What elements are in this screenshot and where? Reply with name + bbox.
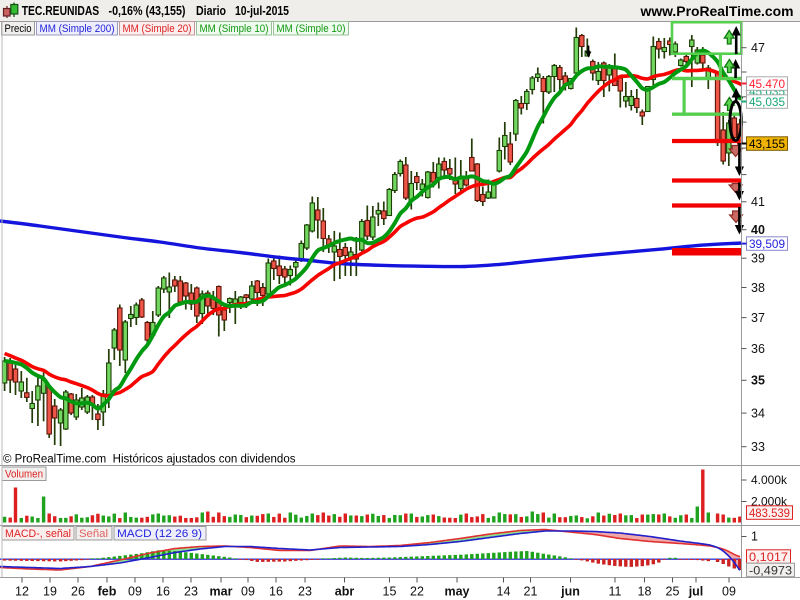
svg-text:2.000k: 2.000k <box>751 495 788 509</box>
svg-text:Volumen: Volumen <box>5 469 43 481</box>
svg-text:feb: feb <box>98 585 117 599</box>
svg-text:26: 26 <box>71 585 85 599</box>
svg-text:45.470: 45.470 <box>749 77 785 91</box>
svg-text:11: 11 <box>609 585 622 599</box>
svg-text:483.539: 483.539 <box>749 506 790 520</box>
svg-text:14: 14 <box>497 585 511 599</box>
svg-text:16: 16 <box>156 585 170 599</box>
svg-text:MM (Simple 10): MM (Simple 10) <box>277 23 346 35</box>
svg-text:abr: abr <box>335 585 355 599</box>
svg-text:22: 22 <box>410 585 424 599</box>
svg-text:21: 21 <box>524 585 538 599</box>
svg-text:Diario: Diario <box>196 4 226 18</box>
svg-text:09: 09 <box>241 585 255 599</box>
svg-text:10-jul-2015: 10-jul-2015 <box>235 4 289 18</box>
svg-text:Precio: Precio <box>5 23 32 35</box>
svg-text:16: 16 <box>269 585 283 599</box>
svg-text:jun: jun <box>560 585 580 599</box>
svg-text:41: 41 <box>751 195 765 209</box>
svg-text:MACD (12 26 9): MACD (12 26 9) <box>117 528 202 540</box>
svg-text:23: 23 <box>184 585 198 599</box>
svg-text:may: may <box>444 585 469 599</box>
svg-text:15: 15 <box>383 585 397 599</box>
svg-text:25: 25 <box>666 585 680 599</box>
svg-text:www.ProRealTime.com: www.ProRealTime.com <box>639 4 793 19</box>
svg-text:09: 09 <box>128 585 142 599</box>
svg-text:09: 09 <box>722 585 736 599</box>
svg-text:12: 12 <box>15 585 29 599</box>
svg-text:39,509: 39,509 <box>749 237 785 251</box>
svg-text:MACD-, señal: MACD-, señal <box>5 528 71 540</box>
svg-text:jul: jul <box>688 585 704 599</box>
svg-text:19: 19 <box>43 585 57 599</box>
svg-text:33: 33 <box>751 440 765 454</box>
svg-text:0,1017: 0,1017 <box>749 550 788 564</box>
svg-text:39: 39 <box>751 252 765 266</box>
svg-text:36: 36 <box>751 342 765 356</box>
svg-text:43,155: 43,155 <box>749 137 785 151</box>
svg-text:34: 34 <box>751 407 765 421</box>
svg-text:47: 47 <box>751 41 765 55</box>
svg-text:MM (Simple 10): MM (Simple 10) <box>200 23 269 35</box>
svg-text:MM (Simple 200): MM (Simple 200) <box>40 23 115 35</box>
svg-text:mar: mar <box>210 585 233 599</box>
svg-text:40: 40 <box>751 223 765 237</box>
svg-text:1: 1 <box>751 530 758 544</box>
svg-text:TEC.REUNIDAS: TEC.REUNIDAS <box>22 4 100 18</box>
svg-text:Señal: Señal <box>79 528 108 540</box>
svg-text:4.000k: 4.000k <box>751 473 788 487</box>
svg-text:35: 35 <box>751 374 765 388</box>
svg-text:23: 23 <box>298 585 312 599</box>
svg-text:© ProRealTime.com Históricos: © ProRealTime.com Históricos ajustados c… <box>3 454 296 466</box>
svg-text:45,035: 45,035 <box>749 95 785 109</box>
svg-text:18: 18 <box>638 585 652 599</box>
svg-text:38: 38 <box>751 281 765 295</box>
svg-text:-0,4973: -0,4973 <box>749 563 792 577</box>
svg-text:MM (Simple 20): MM (Simple 20) <box>123 23 192 35</box>
svg-text:37: 37 <box>751 311 765 325</box>
svg-text:-0,16% (43,155): -0,16% (43,155) <box>109 4 186 18</box>
